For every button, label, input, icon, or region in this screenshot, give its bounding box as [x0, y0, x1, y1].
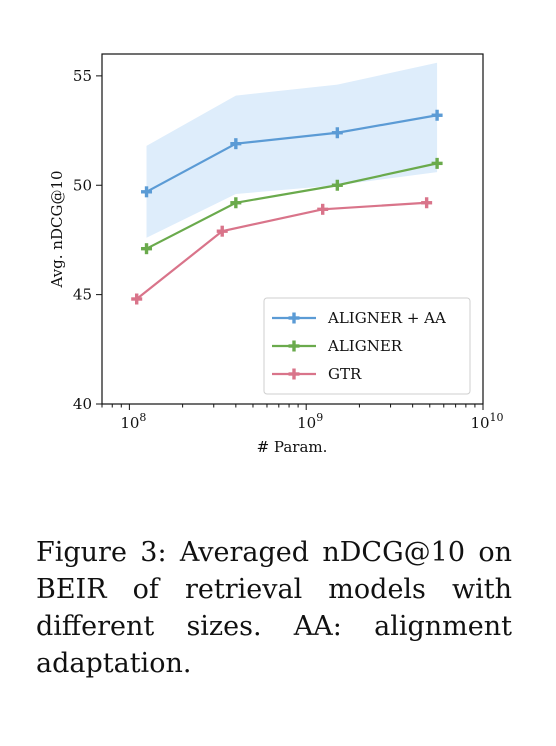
gtr-point — [131, 293, 143, 305]
x-tick-label: 1010 — [470, 411, 503, 432]
gtr-point — [317, 203, 329, 215]
aligner-aa-point — [230, 138, 242, 150]
aligner-point — [141, 243, 153, 255]
aligner-aa-point — [141, 186, 153, 198]
aligner-point — [230, 197, 242, 209]
legend-label: ALIGNER — [327, 337, 403, 355]
confidence-band-layer — [146, 62, 438, 238]
gtr-line — [136, 201, 427, 300]
aligner-aa-band — [146, 62, 438, 238]
aligner-line — [146, 162, 438, 250]
x-axis-label: # Param. — [257, 438, 328, 456]
x-axis-ticks: 108 109 1010 — [101, 404, 504, 432]
y-tick-label: 50 — [73, 176, 92, 194]
x-tick-label: 109 — [297, 411, 323, 432]
x-tick-label: 108 — [120, 411, 146, 432]
y-tick-label: 45 — [73, 286, 92, 304]
chart: 108 109 1010 40 45 50 55 # Param. Avg. nDCG@1… — [48, 53, 504, 456]
gtr-point — [216, 225, 228, 237]
y-axis-ticks: 40 45 50 55 — [73, 67, 102, 413]
gtr-point — [421, 197, 433, 209]
legend-entry-aligner-aa: ALIGNER + AA — [272, 309, 446, 327]
legend-frame — [263, 297, 471, 395]
legend: ALIGNER + AA ALIGNER GTR — [263, 297, 471, 395]
legend-label: ALIGNER + AA — [327, 309, 446, 327]
legend-entry-aligner: ALIGNER — [272, 337, 403, 355]
legend-label: GTR — [328, 365, 362, 383]
aligner-point — [331, 179, 343, 191]
plot-frame — [101, 53, 484, 405]
aligner-aa-point — [331, 127, 343, 139]
y-axis-label: Avg. nDCG@10 — [48, 170, 66, 288]
legend-entry-gtr: GTR — [272, 365, 362, 383]
figure-caption: Figure 3: Averaged nDCG@10 on BEIR of re… — [36, 537, 512, 679]
y-tick-label: 55 — [73, 67, 92, 85]
aligner-aa-line — [146, 114, 438, 193]
aligner-point — [431, 157, 443, 169]
aligner-aa-point — [431, 109, 443, 121]
y-tick-label: 40 — [73, 395, 92, 413]
series-layer — [131, 109, 443, 305]
